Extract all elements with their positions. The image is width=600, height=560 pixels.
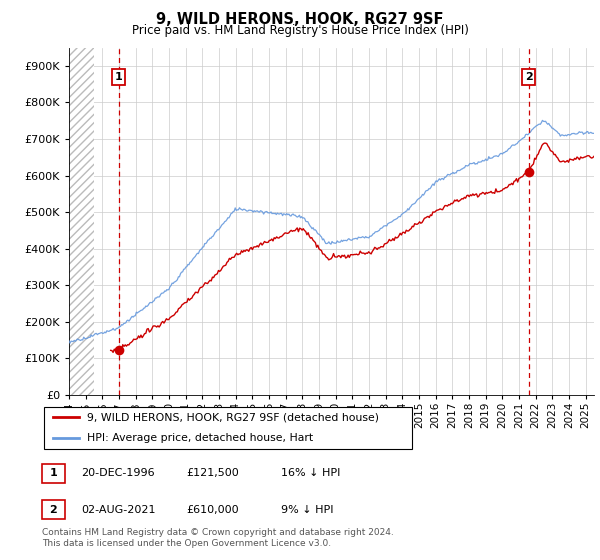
Text: 20-DEC-1996: 20-DEC-1996 — [82, 468, 155, 478]
Text: 9, WILD HERONS, HOOK, RG27 9SF (detached house): 9, WILD HERONS, HOOK, RG27 9SF (detached… — [86, 412, 379, 422]
FancyBboxPatch shape — [44, 407, 412, 449]
Text: 16% ↓ HPI: 16% ↓ HPI — [281, 468, 340, 478]
Text: £610,000: £610,000 — [186, 505, 239, 515]
Text: Price paid vs. HM Land Registry's House Price Index (HPI): Price paid vs. HM Land Registry's House … — [131, 24, 469, 36]
Text: £121,500: £121,500 — [186, 468, 239, 478]
Text: 2: 2 — [525, 72, 533, 82]
Text: 2: 2 — [50, 505, 57, 515]
Text: 02-AUG-2021: 02-AUG-2021 — [82, 505, 156, 515]
Text: 9% ↓ HPI: 9% ↓ HPI — [281, 505, 334, 515]
Text: 9, WILD HERONS, HOOK, RG27 9SF: 9, WILD HERONS, HOOK, RG27 9SF — [156, 12, 444, 27]
Text: HPI: Average price, detached house, Hart: HPI: Average price, detached house, Hart — [86, 433, 313, 444]
Text: Contains HM Land Registry data © Crown copyright and database right 2024.
This d: Contains HM Land Registry data © Crown c… — [42, 528, 394, 548]
Text: 1: 1 — [50, 468, 57, 478]
Text: 1: 1 — [115, 72, 122, 82]
